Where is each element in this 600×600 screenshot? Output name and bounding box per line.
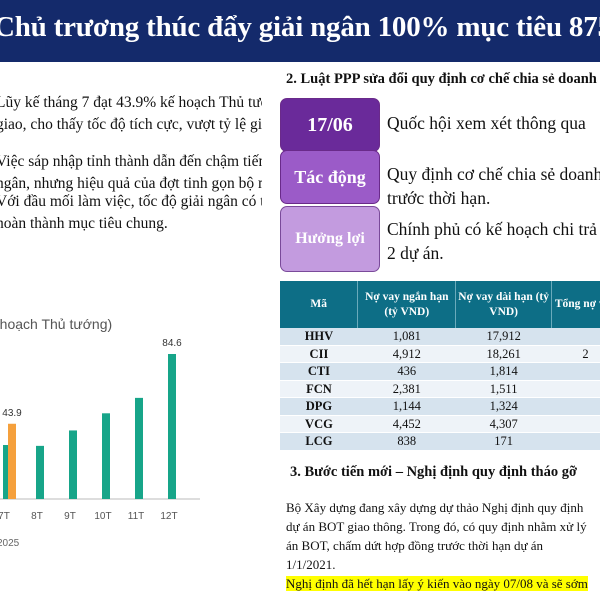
text-line: 2 dự án. <box>387 243 444 263</box>
table-header-row: Mã Nợ vay ngắn hạn (tỷ VND) Nợ vay dài h… <box>280 281 600 328</box>
table-cell-code: HHV <box>280 328 358 346</box>
section-3-paragraph: Bộ Xây dựng đang xây dựng dự thảo Nghị đ… <box>286 498 600 593</box>
section-2-title: 2. Luật PPP sửa đổi quy định cơ chế chia… <box>286 71 600 87</box>
table-cell-code: VCG <box>280 415 358 433</box>
table-cell-total <box>551 380 600 398</box>
item-2-text: Quy định cơ chế chia sẻ doanh thu trước … <box>387 162 600 210</box>
chart-title: (% kế hoạch Thủ tướng) <box>0 316 112 332</box>
x-tick-label: 9T <box>64 511 76 522</box>
table-row: LCG 838 171 <box>280 432 600 451</box>
table-cell-total <box>551 397 600 416</box>
badge-impact: Tác động <box>280 150 380 204</box>
text-line: Quy định cơ chế chia sẻ doanh thu <box>387 164 600 184</box>
text-line: Việc sáp nhập tỉnh thành dẫn đến chậm ti… <box>0 153 262 170</box>
x-tick-label: 8T <box>31 511 43 522</box>
table-cell-code: LCG <box>280 432 358 451</box>
table-cell-short: 1,144 <box>357 397 456 416</box>
table-cell-short: 1,081 <box>357 328 456 346</box>
table-cell-short: 838 <box>357 432 456 451</box>
bar-11T <box>135 397 143 499</box>
table-cell-short: 436 <box>357 362 456 381</box>
bar-9T <box>69 430 77 499</box>
text-line: án BOT, chấm dứt hợp đồng trước thời hạn… <box>286 538 544 553</box>
column-header: Tổng nợ vay <box>551 281 600 328</box>
table-cell-long: 1,511 <box>455 380 552 398</box>
x-tick-label: 11T <box>128 511 145 522</box>
badge-beneficiary-label: Hưởng lợi <box>295 230 365 247</box>
column-header: Nợ vay ngắn hạn (tỷ VND) <box>357 281 457 328</box>
bar-12T <box>168 354 176 499</box>
x-tick-label: 12T <box>160 511 177 522</box>
table-cell-long: 1,814 <box>455 362 552 381</box>
text-line: trước thời hạn. <box>387 188 491 208</box>
text-line: ngân, nhưng hiệu quả của đợt tinh gọn bộ… <box>0 175 262 192</box>
text-line: giao, cho thấy tốc độ tích cực, vượt tỷ … <box>0 116 262 133</box>
table-cell-code: CII <box>280 345 358 363</box>
table-cell-code: FCN <box>280 380 358 398</box>
debt-table: Mã Nợ vay ngắn hạn (tỷ VND) Nợ vay dài h… <box>280 281 600 451</box>
table-cell-code: DPG <box>280 397 358 416</box>
text-line: Bộ Xây dựng đang xây dựng dự thảo Nghị đ… <box>286 500 584 515</box>
column-header: Nợ vay dài hạn (tỷ VND) <box>455 281 553 328</box>
table-row: DPG 1,144 1,324 <box>280 397 600 416</box>
table-cell-long: 18,261 <box>455 345 552 363</box>
disbursement-chart: (% kế hoạch Thủ tướng) 7T 8T 9T 10T 11T 12T 43… <box>0 300 270 590</box>
text-line: Chính phủ có kế hoạch chi trả <box>387 219 597 239</box>
x-tick-label: 7T <box>0 511 10 522</box>
left-paragraph-1: Lũy kế tháng 7 đạt 43.9% kế hoạch Thủ tư… <box>0 92 262 136</box>
data-label: 84.6 <box>162 338 182 349</box>
badge-beneficiary: Hưởng lợi <box>280 206 380 272</box>
table-cell-total: 2 <box>551 345 600 363</box>
table-cell-total <box>551 415 600 433</box>
table-row: VCG 4,452 4,307 <box>280 415 600 433</box>
text-line: 1/1/2021. <box>286 557 336 572</box>
table-row: HHV 1,081 17,912 <box>280 328 600 346</box>
chart-svg: (% kế hoạch Thủ tướng) 7T 8T 9T 10T 11T 12T 43… <box>0 316 200 549</box>
x-tick-label: 10T <box>94 511 111 522</box>
bar-7T <box>3 445 11 499</box>
table-cell-long: 4,307 <box>455 415 552 433</box>
text-line: Quốc hội xem xét thông qua <box>387 113 586 133</box>
table-cell-total <box>551 362 600 381</box>
left-paragraph-3: Với đầu mối làm việc, tốc độ giải ngân c… <box>0 191 262 235</box>
table-cell-long: 1,324 <box>455 397 552 416</box>
table-cell-short: 4,452 <box>357 415 456 433</box>
item-1-text: Quốc hội xem xét thông qua <box>387 111 586 135</box>
page-title: Chủ trương thúc đẩy giải ngân 100% mục t… <box>0 11 600 43</box>
chart-source-note: 2025 <box>0 538 20 549</box>
badge-impact-label: Tác động <box>294 166 366 187</box>
table-cell-short: 2,381 <box>357 380 456 398</box>
text-line: Với đầu mối làm việc, tốc độ giải ngân c… <box>0 193 262 210</box>
bar-10T <box>102 413 110 499</box>
table-cell-total <box>551 328 600 346</box>
table-row: CTI 436 1,814 <box>280 362 600 381</box>
text-line: hoàn thành mục tiêu chung. <box>0 215 168 232</box>
table-cell-long: 171 <box>455 432 552 451</box>
column-header: Mã <box>280 281 359 328</box>
table-cell-total <box>551 432 600 451</box>
item-3-text: Chính phủ có kế hoạch chi trả 2 dự án. <box>387 217 597 265</box>
table-cell-code: CTI <box>280 362 358 381</box>
text-line: dự án BOT giao thông. Trong đó, có quy đ… <box>286 519 587 534</box>
text-line: Lũy kế tháng 7 đạt 43.9% kế hoạch Thủ tư… <box>0 94 262 111</box>
title-banner: Chủ trương thúc đẩy giải ngân 100% mục t… <box>0 0 600 62</box>
highlighted-note: Nghị định đã hết hạn lấy ý kiến vào ngày… <box>286 576 588 591</box>
badge-date: 17/06 <box>280 98 380 152</box>
badge-date-label: 17/06 <box>307 113 353 136</box>
section-3-title: 3. Bước tiến mới – Nghị định quy định th… <box>290 464 578 480</box>
table-row: CII 4,912 18,261 2 <box>280 345 600 363</box>
bar-7T-highlight <box>8 423 16 499</box>
left-paragraph-2: Việc sáp nhập tỉnh thành dẫn đến chậm ti… <box>0 151 262 195</box>
table-row: FCN 2,381 1,511 <box>280 380 600 398</box>
bar-8T <box>36 445 44 499</box>
table-cell-short: 4,912 <box>357 345 456 363</box>
table-cell-long: 17,912 <box>455 328 552 346</box>
data-label: 43.9 <box>2 408 22 419</box>
